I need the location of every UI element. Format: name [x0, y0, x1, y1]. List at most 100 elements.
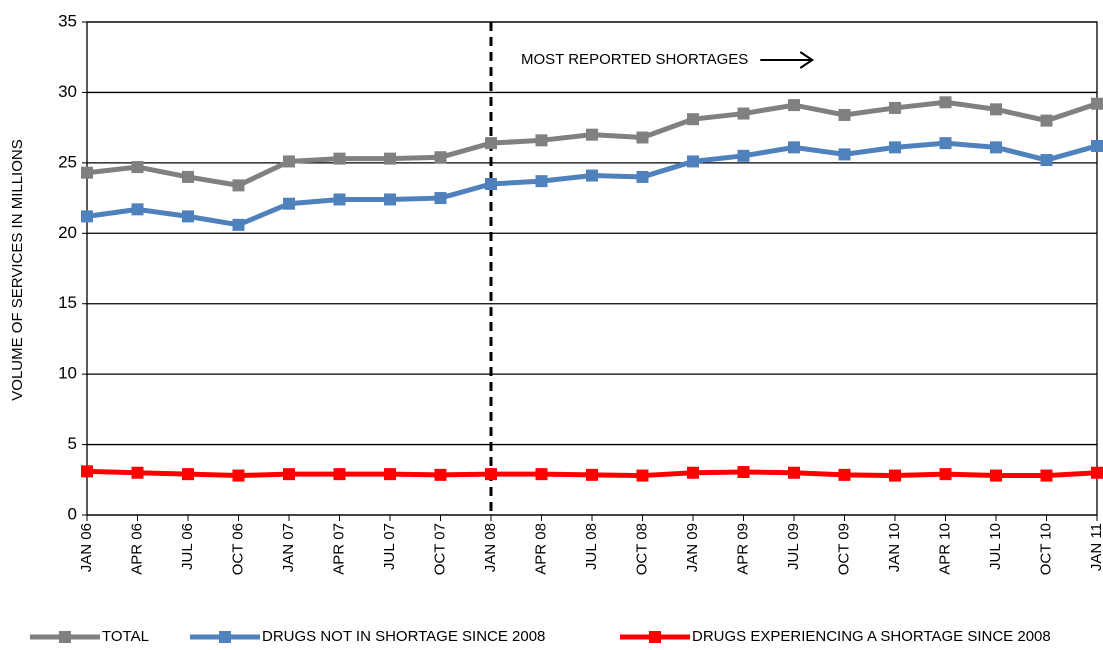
legend-marker — [219, 631, 231, 643]
point-marker — [788, 141, 800, 154]
point-marker — [232, 179, 245, 192]
point-marker — [283, 155, 295, 168]
point-marker — [586, 468, 598, 481]
x-tick-label: JAN 06 — [78, 523, 95, 572]
point-marker — [687, 155, 699, 168]
point-marker — [636, 469, 649, 482]
point-marker — [636, 131, 649, 144]
point-marker — [990, 141, 1002, 154]
point-marker — [788, 99, 800, 112]
point-marker — [333, 152, 346, 165]
x-tick-label: JUL 08 — [583, 523, 600, 570]
point-marker — [131, 203, 144, 216]
point-marker — [384, 468, 396, 481]
x-tick-label: JUL 07 — [381, 523, 398, 570]
plot-border — [86, 21, 1098, 516]
y-tick-label: 25 — [58, 152, 77, 171]
x-tick-label: OCT 08 — [633, 523, 650, 575]
point-marker — [636, 170, 649, 183]
point-marker — [586, 128, 598, 141]
x-tick-label: JAN 07 — [280, 523, 297, 572]
legend-label: DRUGS EXPERIENCING A SHORTAGE SINCE 2008 — [692, 628, 1051, 645]
y-tick-label: 10 — [58, 364, 77, 383]
point-marker — [687, 466, 699, 479]
point-marker — [81, 166, 93, 179]
point-marker — [939, 96, 952, 109]
point-marker — [1040, 154, 1053, 167]
annotation-arrow — [760, 51, 815, 69]
point-marker — [737, 149, 750, 162]
point-marker — [384, 152, 396, 165]
y-axis-label: VOLUME OF SERVICES IN MILLIONS — [9, 139, 26, 400]
legend-label: TOTAL — [102, 628, 149, 645]
x-tick-label: OCT 07 — [431, 523, 448, 575]
point-marker — [586, 169, 598, 182]
point-marker — [687, 113, 699, 126]
x-tick-label: APR 10 — [936, 523, 953, 575]
point-marker — [232, 469, 245, 482]
point-marker — [535, 175, 548, 188]
point-marker — [434, 192, 447, 205]
point-marker — [737, 107, 750, 120]
point-marker — [182, 468, 194, 481]
point-marker — [81, 465, 93, 478]
point-marker — [182, 170, 194, 183]
point-marker — [485, 137, 497, 150]
point-marker — [485, 177, 497, 190]
y-tick-label: 0 — [68, 504, 77, 523]
point-marker — [737, 466, 750, 479]
point-marker — [939, 137, 952, 150]
point-marker — [535, 134, 548, 147]
x-tick-label: JUL 10 — [987, 523, 1004, 570]
point-marker — [81, 210, 93, 223]
y-tick-label: 20 — [58, 223, 77, 242]
x-tick-label: JAN 11 — [1088, 523, 1103, 571]
point-marker — [1040, 114, 1053, 127]
point-marker — [131, 466, 144, 479]
point-marker — [1091, 139, 1103, 152]
x-tick-label: OCT 06 — [229, 523, 246, 575]
point-marker — [434, 468, 447, 481]
point-marker — [889, 469, 901, 482]
x-tick-label: OCT 09 — [835, 523, 852, 575]
point-marker — [838, 148, 851, 161]
y-tick-label: 5 — [68, 434, 77, 453]
x-tick-label: APR 08 — [532, 523, 549, 575]
x-tick-label: JUL 09 — [785, 523, 802, 570]
point-marker — [838, 108, 851, 121]
point-marker — [182, 210, 194, 223]
point-marker — [990, 103, 1002, 116]
legend-marker — [649, 631, 661, 643]
x-tick-label: APR 07 — [330, 523, 347, 575]
point-marker — [1091, 466, 1103, 479]
x-tick-label: JUL 06 — [179, 523, 196, 570]
y-tick-label: 35 — [58, 11, 77, 30]
point-marker — [1091, 97, 1103, 110]
y-tick-label: 30 — [58, 82, 77, 101]
point-marker — [788, 466, 800, 479]
x-tick-label: APR 06 — [128, 523, 145, 575]
point-marker — [283, 468, 295, 481]
annotation-text: MOST REPORTED SHORTAGES — [521, 51, 748, 68]
point-marker — [434, 151, 447, 164]
x-tick-label: JAN 09 — [684, 523, 701, 572]
x-tick-label: JAN 10 — [886, 523, 903, 572]
point-marker — [889, 101, 901, 114]
y-tick-label: 15 — [58, 293, 77, 312]
point-marker — [889, 141, 901, 154]
point-marker — [990, 469, 1002, 482]
x-tick-label: OCT 10 — [1037, 523, 1054, 575]
point-marker — [131, 161, 144, 174]
point-marker — [1040, 469, 1053, 482]
legend-label: DRUGS NOT IN SHORTAGE SINCE 2008 — [262, 628, 545, 645]
point-marker — [939, 468, 952, 481]
x-tick-label: APR 09 — [734, 523, 751, 575]
point-marker — [485, 468, 497, 481]
legend-marker — [59, 631, 71, 643]
x-tick-label: JAN 08 — [482, 523, 499, 572]
point-marker — [232, 218, 245, 231]
point-marker — [384, 193, 396, 206]
point-marker — [535, 468, 548, 481]
point-marker — [333, 193, 346, 206]
point-marker — [333, 468, 346, 481]
